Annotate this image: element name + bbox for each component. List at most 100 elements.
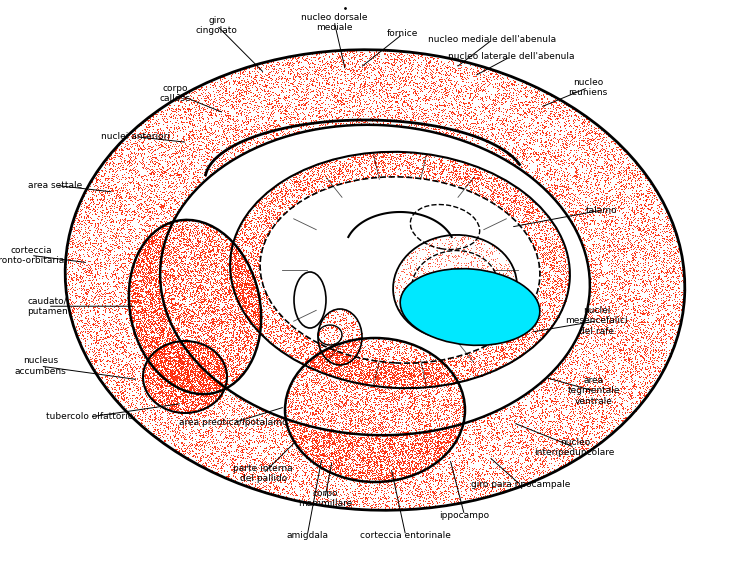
Point — [270, 414, 282, 423]
Point — [351, 492, 362, 501]
Point — [560, 279, 572, 288]
Point — [353, 69, 365, 79]
Point — [245, 403, 257, 412]
Point — [378, 151, 390, 160]
Point — [329, 170, 340, 179]
Point — [541, 387, 553, 396]
Point — [187, 127, 198, 136]
Point — [529, 417, 541, 426]
Point — [657, 268, 669, 277]
Point — [187, 339, 199, 348]
Point — [136, 292, 148, 301]
Point — [663, 294, 675, 303]
Point — [548, 295, 560, 304]
Point — [87, 195, 98, 204]
Point — [267, 132, 279, 141]
Point — [186, 439, 198, 448]
Point — [563, 199, 575, 208]
Point — [266, 306, 278, 315]
Point — [75, 271, 87, 280]
Point — [197, 364, 209, 373]
Point — [176, 420, 188, 429]
Point — [412, 380, 423, 389]
Point — [673, 270, 685, 279]
Point — [229, 77, 240, 86]
Point — [193, 385, 205, 394]
Point — [482, 184, 494, 193]
Point — [417, 404, 429, 413]
Point — [265, 209, 277, 218]
Point — [187, 298, 199, 307]
Point — [583, 190, 595, 199]
Point — [494, 449, 506, 458]
Point — [224, 250, 236, 259]
Point — [373, 388, 385, 397]
Point — [578, 431, 589, 440]
Point — [585, 384, 597, 393]
Point — [472, 81, 484, 90]
Point — [163, 101, 175, 110]
Point — [456, 307, 467, 316]
Point — [557, 450, 569, 459]
Point — [528, 128, 540, 137]
Point — [176, 318, 188, 327]
Point — [332, 470, 344, 479]
Point — [382, 457, 394, 466]
Point — [158, 367, 170, 376]
Point — [309, 406, 321, 415]
Point — [601, 294, 613, 303]
Point — [129, 282, 140, 291]
Point — [210, 392, 222, 401]
Point — [246, 400, 258, 409]
Point — [406, 415, 417, 424]
Point — [153, 247, 165, 257]
Point — [270, 97, 282, 106]
Point — [309, 179, 321, 188]
Point — [634, 373, 645, 382]
Point — [150, 273, 162, 282]
Point — [334, 454, 346, 463]
Point — [401, 375, 413, 384]
Point — [490, 346, 501, 355]
Point — [118, 285, 129, 294]
Point — [545, 122, 557, 131]
Point — [340, 463, 351, 472]
Point — [127, 315, 139, 324]
Point — [352, 72, 364, 81]
Point — [401, 364, 413, 373]
Point — [267, 58, 279, 67]
Point — [478, 65, 490, 74]
Point — [223, 293, 235, 302]
Point — [675, 297, 686, 306]
Point — [178, 347, 190, 356]
Point — [321, 323, 333, 332]
Point — [171, 342, 183, 351]
Point — [133, 351, 145, 360]
Point — [535, 271, 547, 280]
Point — [581, 128, 592, 137]
Point — [183, 322, 195, 331]
Point — [169, 347, 181, 357]
Point — [183, 321, 195, 330]
Point — [337, 345, 348, 354]
Point — [615, 393, 627, 402]
Point — [260, 484, 272, 493]
Point — [219, 110, 231, 119]
Point — [531, 289, 543, 298]
Point — [390, 496, 402, 505]
Point — [316, 159, 328, 168]
Point — [247, 97, 259, 106]
Point — [326, 95, 338, 105]
Point — [532, 124, 544, 133]
Point — [193, 449, 205, 458]
Point — [463, 138, 475, 147]
Point — [194, 373, 206, 383]
Point — [670, 330, 681, 339]
Point — [566, 131, 578, 140]
Point — [293, 101, 304, 110]
Point — [540, 446, 552, 455]
Point — [217, 358, 229, 367]
Point — [360, 371, 372, 380]
Point — [196, 133, 207, 142]
Point — [416, 438, 428, 447]
